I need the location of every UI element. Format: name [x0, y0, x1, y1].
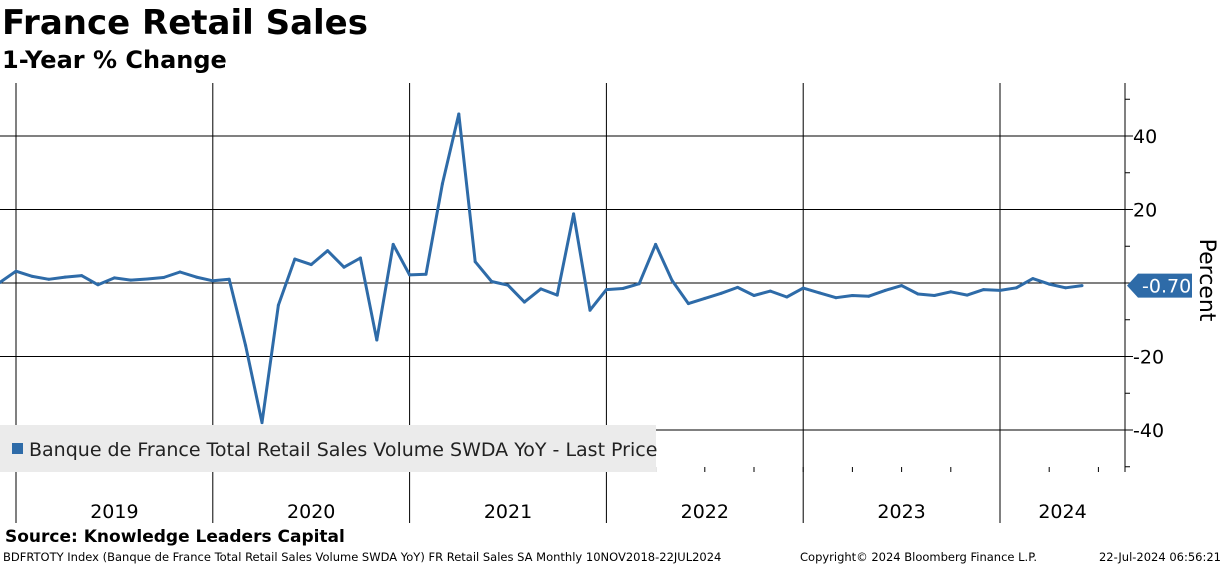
data-point: [194, 275, 198, 279]
data-point: [637, 282, 641, 286]
data-point: [785, 295, 789, 299]
data-point: [293, 257, 297, 261]
data-point: [834, 296, 838, 300]
data-point: [112, 276, 116, 280]
data-point: [358, 256, 362, 260]
data-point: [1080, 284, 1084, 288]
data-point: [440, 182, 444, 186]
data-point: [736, 285, 740, 289]
data-point: [916, 292, 920, 296]
data-point: [719, 291, 723, 295]
data-point: [867, 294, 871, 298]
data-point: [342, 265, 346, 269]
data-point: [883, 288, 887, 292]
chart-subtitle: 1-Year % Change: [2, 46, 227, 74]
data-point: [686, 302, 690, 306]
data-point: [1031, 277, 1035, 281]
data-point: [424, 272, 428, 276]
chart-title: France Retail Sales: [2, 3, 368, 43]
last-value-label: -0.70: [1142, 276, 1191, 298]
index-description: BDFRTOTY Index (Banque de France Total R…: [3, 550, 722, 564]
data-point: [47, 277, 51, 281]
data-point: [490, 280, 494, 283]
data-point: [178, 270, 182, 274]
y-tick-label: -20: [1133, 347, 1164, 369]
y-tick-label: 20: [1133, 200, 1157, 222]
data-point: [227, 277, 231, 281]
last-value-badge: -0.70: [1127, 273, 1192, 298]
data-point: [621, 287, 625, 290]
data-point: [375, 338, 379, 342]
data-point: [63, 275, 67, 279]
data-point: [211, 279, 215, 283]
y-tick-label: -40: [1133, 420, 1164, 442]
legend-label: Banque de France Total Retail Sales Volu…: [29, 439, 657, 461]
data-point: [309, 263, 313, 267]
year-label: 2020: [287, 501, 335, 523]
source-note: Source: Knowledge Leaders Capital: [5, 527, 345, 547]
data-point: [949, 290, 953, 294]
data-point: [162, 276, 166, 279]
y-tick-label: 40: [1133, 126, 1157, 148]
data-point: [900, 284, 904, 288]
data-point: [276, 303, 280, 307]
data-point: [818, 291, 822, 295]
data-point: [1064, 286, 1068, 290]
data-point: [1014, 286, 1018, 290]
data-point: [850, 294, 854, 297]
data-point: [752, 294, 756, 297]
data-point: [522, 300, 526, 304]
data-point: [982, 288, 986, 292]
series-layer: [0, 112, 1084, 425]
data-point: [768, 289, 772, 293]
horizontal-gridlines: [0, 135, 1125, 431]
data-point: [998, 288, 1002, 292]
data-point: [703, 296, 707, 300]
data-point: [14, 269, 18, 273]
data-point: [539, 287, 543, 291]
x-axis-year-labels: 2019 2020 2021 2022 2023 2024: [90, 501, 1086, 523]
data-point: [80, 274, 84, 278]
year-label: 2023: [877, 501, 925, 523]
legend: Banque de France Total Retail Sales Volu…: [0, 425, 657, 472]
last-value-badge-shape: [1127, 273, 1192, 298]
year-label: 2021: [484, 501, 532, 523]
year-label: 2019: [90, 501, 138, 523]
copyright-text: Copyright© 2024 Bloomberg Finance L.P.: [800, 550, 1037, 564]
data-point: [96, 283, 100, 287]
data-point: [244, 344, 248, 347]
data-point: [473, 260, 477, 264]
data-point: [506, 283, 510, 287]
data-point: [801, 286, 805, 290]
timestamp: 22-Jul-2024 06:56:21: [1098, 550, 1221, 564]
data-point: [260, 421, 264, 425]
data-point: [391, 242, 395, 246]
data-point: [408, 273, 412, 277]
data-point: [0, 281, 2, 285]
data-point: [604, 288, 608, 292]
data-point: [670, 278, 674, 282]
year-label: 2024: [1038, 501, 1086, 523]
data-point: [555, 293, 559, 297]
series-line: [0, 112, 1083, 425]
data-point: [572, 212, 576, 216]
data-point: [1047, 282, 1051, 286]
data-point: [145, 277, 149, 281]
data-point: [129, 278, 133, 282]
legend-background: [0, 425, 656, 472]
data-point: [932, 294, 936, 297]
data-point: [30, 274, 34, 278]
data-point: [588, 308, 592, 312]
data-point: [326, 249, 330, 253]
data-point: [457, 112, 461, 116]
y-axis-title: Percent: [1194, 239, 1219, 322]
year-label: 2022: [681, 501, 729, 523]
data-point: [654, 242, 658, 246]
data-point: [965, 293, 969, 297]
legend-swatch: [12, 443, 23, 454]
